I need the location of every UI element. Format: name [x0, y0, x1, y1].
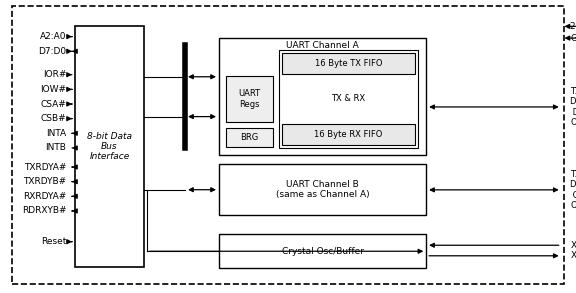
Text: 8-bit Data
Bus
Interface: 8-bit Data Bus Interface	[87, 132, 132, 161]
Text: UART Channel A: UART Channel A	[286, 41, 359, 50]
Text: 16 Byte RX FIFO: 16 Byte RX FIFO	[314, 130, 382, 139]
Text: TXRDYA#: TXRDYA#	[24, 163, 66, 171]
FancyBboxPatch shape	[226, 128, 273, 147]
FancyBboxPatch shape	[219, 164, 426, 215]
FancyBboxPatch shape	[219, 234, 426, 268]
Text: 16 Byte TX FIFO: 16 Byte TX FIFO	[314, 59, 382, 68]
FancyBboxPatch shape	[226, 76, 273, 122]
Text: D7:D0: D7:D0	[38, 47, 66, 56]
Text: GND: GND	[570, 34, 576, 42]
Text: XTAL1: XTAL1	[570, 241, 576, 250]
Text: UART Channel B
(same as Channel A): UART Channel B (same as Channel A)	[276, 180, 369, 200]
Text: Crystal Osc/Buffer: Crystal Osc/Buffer	[282, 247, 363, 256]
Text: Reset: Reset	[41, 237, 66, 246]
Text: TXB, RXB, DTRB#,
DSRB#, RTSB#,
 CTSB#, CDB#, RIB#,
OP2B#: TXB, RXB, DTRB#, DSRB#, RTSB#, CTSB#, CD…	[570, 170, 576, 210]
Text: XTAL2: XTAL2	[570, 251, 576, 260]
FancyBboxPatch shape	[219, 38, 426, 155]
Text: A2:A0: A2:A0	[40, 32, 66, 41]
Text: BRG: BRG	[240, 133, 259, 142]
Text: UART
Regs: UART Regs	[238, 89, 260, 109]
FancyBboxPatch shape	[282, 124, 415, 145]
Text: IOW#: IOW#	[40, 85, 66, 94]
Text: RXRDYA#: RXRDYA#	[23, 192, 66, 201]
Text: TXA, RXA, DTRA#,
DSRA#, RTSA#,
 DTSA#, CDA#, RIA#,
OP2A#: TXA, RXA, DTRA#, DSRA#, RTSA#, DTSA#, CD…	[570, 87, 576, 127]
Text: 2.97V to 5.5V: 2.97V to 5.5V	[570, 22, 576, 31]
FancyBboxPatch shape	[282, 53, 415, 74]
Text: CSA#: CSA#	[40, 100, 66, 108]
Text: INTB: INTB	[46, 144, 66, 152]
Text: IOR#: IOR#	[43, 70, 66, 79]
Text: CSB#: CSB#	[41, 114, 66, 123]
FancyBboxPatch shape	[279, 50, 418, 148]
Text: INTA: INTA	[46, 129, 66, 138]
Text: TX & RX: TX & RX	[331, 94, 366, 103]
FancyBboxPatch shape	[75, 26, 144, 267]
FancyBboxPatch shape	[12, 6, 564, 284]
Text: RDRXYB#: RDRXYB#	[22, 207, 66, 215]
Text: TXRDYB#: TXRDYB#	[23, 177, 66, 186]
